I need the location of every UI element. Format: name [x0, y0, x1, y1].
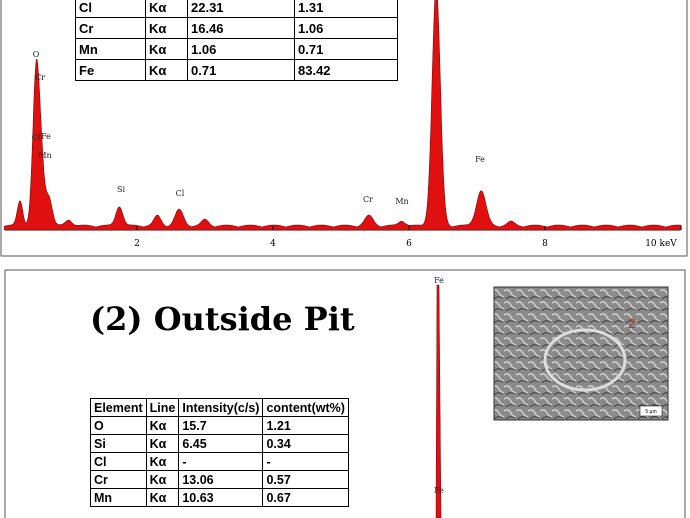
table-row: Si Kα 6.45 0.34 [90, 434, 349, 453]
table-cell: Kα [145, 59, 188, 81]
table-cell: Si [90, 434, 147, 453]
table-cell: Kα [145, 488, 180, 507]
table-cell: 15.7 [178, 416, 264, 435]
peak-label: Fe [434, 486, 444, 495]
peak-label: Cr [35, 73, 45, 82]
sem-image [493, 286, 669, 421]
table-cell: Cl [90, 452, 147, 471]
table-row: Mn Kα 10.63 0.67 [90, 488, 349, 507]
table-cell: Kα [145, 452, 180, 471]
axis-label: 10 keV [645, 239, 677, 249]
axis-label: 2 [134, 239, 140, 249]
table-cell: Fe [75, 59, 146, 81]
table-cell: Mn [75, 38, 146, 60]
table-cell: Kα [145, 0, 188, 18]
table-cell: Mn [90, 488, 147, 507]
table-cell: 0.34 [262, 434, 349, 453]
table-cell: 13.06 [178, 470, 264, 489]
sem-feature [543, 328, 627, 392]
table-row: Cr Kα 16.46 1.06 [75, 17, 398, 39]
table-cell: 1.31 [294, 0, 398, 18]
table-cell: Kα [145, 470, 180, 489]
table-cell: - [262, 452, 349, 471]
table-row: O Kα 15.7 1.21 [90, 416, 349, 435]
axis-label: 6 [406, 239, 412, 249]
table-cell: Cl [75, 0, 146, 18]
axis-label: 4 [270, 239, 276, 249]
table-cell: content(wt%) [262, 398, 349, 417]
peak-label: Cr [363, 195, 373, 204]
scale-bar-box [639, 405, 663, 417]
panel2-table: Element Line Intensity(c/s) content(wt%) O Kα… [90, 398, 349, 507]
peak-label: Mn [38, 151, 51, 160]
table-cell: O [90, 416, 147, 435]
spectrum-curve [4, 0, 682, 231]
table-cell: 16.46 [187, 17, 295, 39]
table-cell: 83.42 [294, 59, 398, 81]
table-cell: 0.71 [294, 38, 398, 60]
table-cell: 1.06 [294, 17, 398, 39]
table-row: Mn Kα 1.06 0.71 [75, 38, 398, 60]
table-cell: 1.21 [262, 416, 349, 435]
axis-label: 8 [542, 239, 548, 249]
table-cell: Line [145, 398, 180, 417]
table-cell: Element [90, 398, 147, 417]
panel2-fe-peak [435, 284, 442, 518]
table-cell: Kα [145, 17, 188, 39]
table-cell: 0.67 [262, 488, 349, 507]
peak-label: Fe [475, 155, 485, 164]
peak-label: O [33, 50, 40, 59]
panel1-table: Cl Kα 22.31 1.31 Cr Kα 16.46 1.06 Mn Kα 1.06 0.71 Fe… [75, 0, 398, 81]
peak-label: Fe [41, 132, 51, 141]
table-cell: 6.45 [178, 434, 264, 453]
peak-label: Fe [434, 276, 444, 285]
peak-label: Cl [32, 133, 41, 142]
table-cell: Intensity(c/s) [178, 398, 264, 417]
table-cell: Cr [75, 17, 146, 39]
panel2-title: (2) Outside Pit [90, 300, 355, 338]
table-cell: - [178, 452, 264, 471]
peak-label: Cl [176, 189, 185, 198]
table-cell: 0.57 [262, 470, 349, 489]
table-cell: 1.06 [187, 38, 295, 60]
table-row: Element Line Intensity(c/s) content(wt%) [90, 398, 349, 417]
table-cell: Cr [90, 470, 147, 489]
table-cell: Kα [145, 38, 188, 60]
table-row: Fe Kα 0.71 83.42 [75, 59, 398, 81]
table-cell: Kα [145, 434, 180, 453]
table-row: Cr Kα 13.06 0.57 [90, 470, 349, 489]
scale-bar: 5 µm [645, 409, 656, 415]
table-row: Cl Kα - - [90, 452, 349, 471]
table-cell: 10.63 [178, 488, 264, 507]
table-cell: Kα [145, 416, 180, 435]
table-cell: 0.71 [187, 59, 295, 81]
peak-label: Mn [395, 197, 408, 206]
table-cell: 22.31 [187, 0, 295, 18]
table-row: Cl Kα 22.31 1.31 [75, 0, 398, 18]
peak-label: Si [117, 185, 125, 194]
image-marker: 2 [628, 315, 636, 331]
